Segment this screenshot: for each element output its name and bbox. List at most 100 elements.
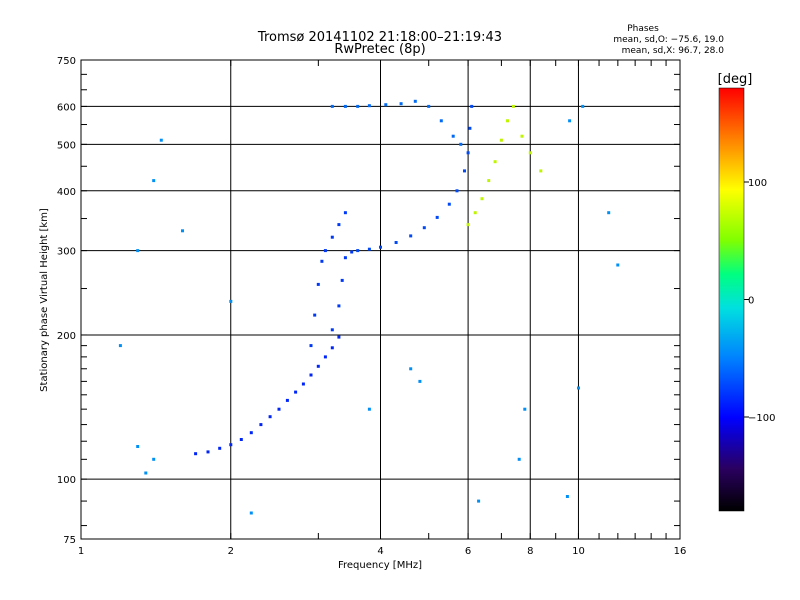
y-axis-label: Stationary phase Virtual Height [km] bbox=[39, 208, 50, 392]
x-tick-label: 8 bbox=[527, 546, 533, 557]
x-tick-label: 16 bbox=[674, 546, 687, 557]
data-point-series-0 bbox=[330, 346, 334, 350]
data-point-series-3 bbox=[356, 104, 360, 108]
data-point-series-2 bbox=[379, 245, 382, 249]
data-point-series-2 bbox=[422, 226, 426, 230]
data-point-series-3 bbox=[427, 104, 431, 108]
data-point-series-5 bbox=[118, 344, 122, 348]
data-point-series-4 bbox=[480, 197, 484, 201]
phase-stats-o: mean, sd,O: −75.6, 19.0 bbox=[613, 35, 724, 45]
data-point-series-0 bbox=[294, 390, 298, 394]
data-point-series-5 bbox=[581, 104, 585, 108]
x-tick-labels: 1 2 4 6 8 10 16 bbox=[78, 546, 687, 557]
data-point-series-5 bbox=[577, 386, 580, 390]
data-point-series-4 bbox=[528, 151, 532, 155]
grid-lines bbox=[81, 60, 680, 539]
y-tick-label: 750 bbox=[57, 56, 76, 67]
data-point-series-2 bbox=[367, 247, 371, 251]
data-point-series-5 bbox=[477, 499, 481, 503]
data-point-series-1 bbox=[343, 211, 347, 215]
data-point-series-3 bbox=[439, 119, 443, 123]
data-point-series-0 bbox=[206, 450, 210, 454]
data-point-series-5 bbox=[367, 407, 371, 411]
data-point-series-2 bbox=[394, 241, 398, 244]
data-point-series-5 bbox=[136, 249, 140, 253]
y-tick-label: 75 bbox=[63, 535, 76, 546]
data-point-series-5 bbox=[152, 457, 156, 461]
data-point-series-4 bbox=[506, 119, 509, 123]
x-tick-label: 4 bbox=[377, 546, 383, 557]
data-point-series-5 bbox=[565, 495, 569, 498]
colorbar-tick-label: 100 bbox=[748, 178, 767, 189]
data-point-series-0 bbox=[194, 452, 198, 456]
y-tick-label: 200 bbox=[57, 331, 76, 342]
data-point-series-5 bbox=[249, 511, 253, 515]
data-point-series-3 bbox=[413, 99, 417, 103]
data-point-series-0 bbox=[337, 335, 341, 339]
data-point-series-4 bbox=[493, 160, 497, 164]
data-point-series-4 bbox=[520, 134, 524, 138]
y-tick-label: 100 bbox=[57, 475, 76, 486]
data-point-series-5 bbox=[568, 119, 572, 123]
chart-title: Tromsø 20141102 21:18:00–21:19:43 bbox=[257, 30, 502, 45]
data-point-series-0 bbox=[259, 423, 263, 427]
data-point-series-0 bbox=[285, 398, 289, 402]
phase-stats-x: mean, sd,X: 96.7, 28.0 bbox=[622, 46, 725, 56]
data-point-series-4 bbox=[466, 223, 470, 227]
data-point-series-5 bbox=[616, 263, 620, 267]
data-point-series-5 bbox=[523, 407, 527, 411]
data-point-series-3 bbox=[399, 102, 403, 106]
data-point-series-5 bbox=[409, 367, 413, 371]
y-tick-label: 400 bbox=[57, 187, 76, 198]
data-point-series-4 bbox=[511, 104, 515, 108]
data-point-series-2 bbox=[463, 169, 466, 173]
data-point-series-2 bbox=[455, 189, 459, 193]
data-point-series-5 bbox=[136, 445, 140, 448]
data-point-series-0 bbox=[301, 382, 305, 386]
data-point-series-2 bbox=[409, 234, 413, 238]
data-point-series-0 bbox=[316, 364, 320, 368]
data-point-series-4 bbox=[473, 211, 477, 215]
data-point-series-4 bbox=[487, 179, 491, 183]
data-point-series-1 bbox=[309, 344, 313, 348]
data-point-series-3 bbox=[451, 134, 455, 138]
data-point-series-1 bbox=[337, 304, 341, 308]
x-tick-label: 6 bbox=[465, 546, 471, 557]
data-point-series-2 bbox=[356, 249, 360, 253]
colorbar-label: [deg] bbox=[718, 72, 753, 87]
data-point-series-4 bbox=[539, 169, 543, 173]
data-point-series-1 bbox=[313, 313, 317, 317]
colorbar bbox=[718, 87, 745, 512]
data-point-series-1 bbox=[350, 250, 354, 254]
data-point-series-0 bbox=[218, 446, 222, 450]
y-tick-labels: 75 100 200 300 400 500 600 750 bbox=[57, 56, 76, 546]
data-point-series-2 bbox=[435, 215, 439, 219]
data-point-series-0 bbox=[277, 407, 281, 411]
data-point-series-0 bbox=[229, 443, 233, 447]
data-point-series-0 bbox=[323, 355, 327, 359]
data-point-series-1 bbox=[320, 259, 324, 263]
data-point-series-5 bbox=[181, 229, 184, 233]
data-point-series-3 bbox=[330, 104, 334, 108]
data-point-series-3 bbox=[343, 104, 347, 108]
data-point-series-5 bbox=[229, 299, 233, 303]
x-tick-label: 10 bbox=[572, 546, 585, 557]
data-point-series-5 bbox=[607, 211, 611, 215]
data-point-series-1 bbox=[330, 328, 334, 332]
data-point-series-5 bbox=[152, 179, 156, 183]
data-point-series-2 bbox=[447, 202, 451, 206]
data-point-series-5 bbox=[418, 379, 422, 383]
data-point-series-1 bbox=[323, 249, 327, 253]
data-point-series-4 bbox=[499, 138, 503, 142]
data-point-series-0 bbox=[249, 431, 253, 435]
y-tick-label: 300 bbox=[57, 247, 76, 258]
data-point-series-2 bbox=[470, 104, 474, 108]
axis-ticks bbox=[80, 59, 681, 539]
data-point-series-1 bbox=[337, 223, 341, 227]
data-point-series-0 bbox=[268, 415, 272, 419]
data-point-series-3 bbox=[367, 104, 371, 108]
data-point-series-1 bbox=[343, 256, 347, 260]
data-point-series-0 bbox=[309, 373, 313, 377]
chart-subtitle: RwPretec (8p) bbox=[334, 42, 425, 57]
